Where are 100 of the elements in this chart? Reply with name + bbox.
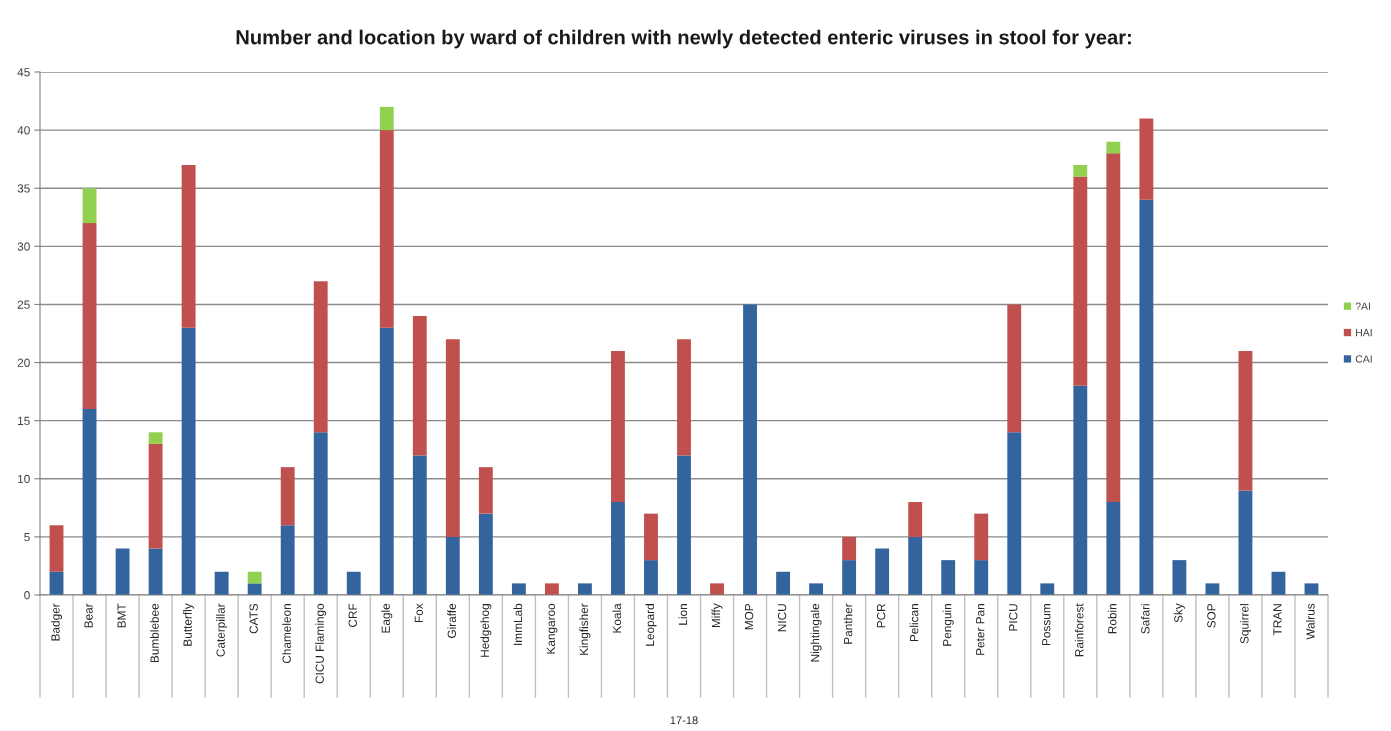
x-tick-label: Eagle bbox=[381, 603, 393, 633]
x-tick-label: Panther bbox=[843, 603, 853, 644]
bar bbox=[842, 536, 857, 561]
x-tick-label: Nightingale bbox=[810, 603, 822, 662]
bar bbox=[1106, 153, 1121, 503]
bar bbox=[280, 525, 295, 595]
bar bbox=[1139, 199, 1154, 595]
bar bbox=[1040, 583, 1055, 595]
bar bbox=[611, 350, 625, 503]
bar bbox=[1106, 141, 1121, 154]
bar bbox=[1172, 560, 1187, 595]
bar bbox=[181, 327, 196, 595]
bar bbox=[445, 339, 460, 537]
bar bbox=[908, 536, 923, 595]
x-tick-label: Bumblebee bbox=[150, 603, 159, 663]
x-tick-label: SOP bbox=[1207, 603, 1216, 628]
x-tick-label: Peter Pan bbox=[976, 604, 985, 655]
y-tick-label: 10 bbox=[18, 474, 30, 484]
bar bbox=[511, 583, 526, 595]
bar bbox=[412, 316, 427, 456]
x-tick-label: Kangaroo bbox=[546, 603, 558, 654]
y-tick-label: 25 bbox=[17, 300, 30, 309]
bar bbox=[148, 443, 163, 549]
x-tick-label: Badger bbox=[51, 603, 63, 641]
bar bbox=[1073, 164, 1088, 177]
bar bbox=[181, 164, 196, 328]
x-tick-label: Chameleon bbox=[282, 604, 291, 664]
bar bbox=[478, 467, 493, 514]
x-tick-label: BMT bbox=[117, 603, 126, 628]
x-tick-label: Safari bbox=[1140, 604, 1150, 634]
bar bbox=[379, 130, 394, 328]
x-tick-label: Penguin bbox=[942, 604, 954, 646]
bar bbox=[875, 548, 890, 595]
legend-label: ?AI bbox=[1355, 302, 1370, 310]
bar bbox=[1238, 350, 1253, 491]
bar bbox=[1106, 502, 1121, 595]
x-tick-label: Walrus bbox=[1305, 603, 1315, 640]
bar bbox=[577, 583, 592, 595]
x-tick-label: Giraffe bbox=[447, 603, 456, 638]
x-tick-label: CRF bbox=[348, 603, 357, 627]
x-tick-label: Miffy bbox=[711, 603, 723, 628]
bar bbox=[809, 583, 824, 595]
x-tick-label: TRAN bbox=[1273, 604, 1282, 636]
x-tick-label: Koala bbox=[612, 603, 622, 633]
bar bbox=[313, 432, 328, 595]
x-tick-label: Squirrel bbox=[1239, 604, 1251, 644]
x-axis-title: 17-18 bbox=[670, 716, 698, 725]
bar bbox=[1073, 385, 1088, 595]
bar bbox=[677, 339, 691, 456]
bar bbox=[544, 583, 559, 595]
bar bbox=[677, 455, 691, 595]
bar bbox=[148, 548, 163, 595]
x-tick-label: Kingfisher bbox=[579, 603, 591, 655]
x-tick-label: CICU Flamingo bbox=[315, 603, 327, 684]
bar bbox=[974, 513, 989, 561]
bar bbox=[445, 536, 460, 595]
y-tick-label: 30 bbox=[17, 242, 30, 251]
y-tick-label: 40 bbox=[17, 126, 30, 135]
bar bbox=[1139, 118, 1154, 200]
bar bbox=[214, 571, 229, 595]
bar bbox=[611, 502, 625, 595]
bar bbox=[644, 560, 658, 595]
bar bbox=[346, 571, 361, 595]
bar bbox=[82, 409, 97, 595]
x-tick-label: Rainforest bbox=[1074, 603, 1084, 657]
legend-label: CAI bbox=[1355, 355, 1372, 363]
bar bbox=[478, 513, 493, 595]
bar bbox=[412, 455, 427, 595]
bar bbox=[1007, 432, 1022, 595]
bar bbox=[1007, 304, 1022, 433]
bar bbox=[82, 188, 97, 224]
x-tick-label: Bear bbox=[84, 603, 93, 628]
bar bbox=[842, 560, 857, 595]
bar bbox=[776, 571, 791, 595]
y-tick-label: 15 bbox=[18, 416, 30, 426]
y-tick-label: 45 bbox=[17, 68, 30, 77]
x-tick-label: Caterpillar bbox=[216, 603, 228, 657]
bar bbox=[379, 106, 394, 131]
bar bbox=[644, 513, 658, 561]
bar bbox=[941, 560, 956, 595]
y-tick-label: 5 bbox=[24, 533, 30, 542]
x-tick-label: Hedgehog bbox=[480, 604, 492, 657]
chart-title: Number and location by ward of children with newly detected enteric viruses in stool for year: bbox=[236, 29, 1131, 49]
bar bbox=[908, 502, 923, 537]
x-tick-label: Lion bbox=[678, 604, 688, 625]
y-tick-label: 20 bbox=[17, 358, 30, 367]
x-tick-label: Possum bbox=[1042, 604, 1051, 646]
x-tick-label: MOP bbox=[744, 603, 754, 630]
x-tick-label: Leopard bbox=[645, 604, 657, 646]
x-tick-label: Butterfly bbox=[183, 603, 195, 646]
x-tick-label: Fox bbox=[414, 603, 423, 623]
x-tick-label: CATS bbox=[249, 603, 258, 634]
bar bbox=[379, 327, 394, 595]
x-tick-label: ImmLab bbox=[513, 603, 523, 645]
bar bbox=[710, 583, 724, 595]
bar bbox=[1238, 490, 1253, 595]
bar bbox=[1205, 583, 1220, 595]
bar bbox=[1073, 176, 1088, 386]
bar bbox=[280, 467, 295, 526]
bar bbox=[148, 432, 163, 444]
